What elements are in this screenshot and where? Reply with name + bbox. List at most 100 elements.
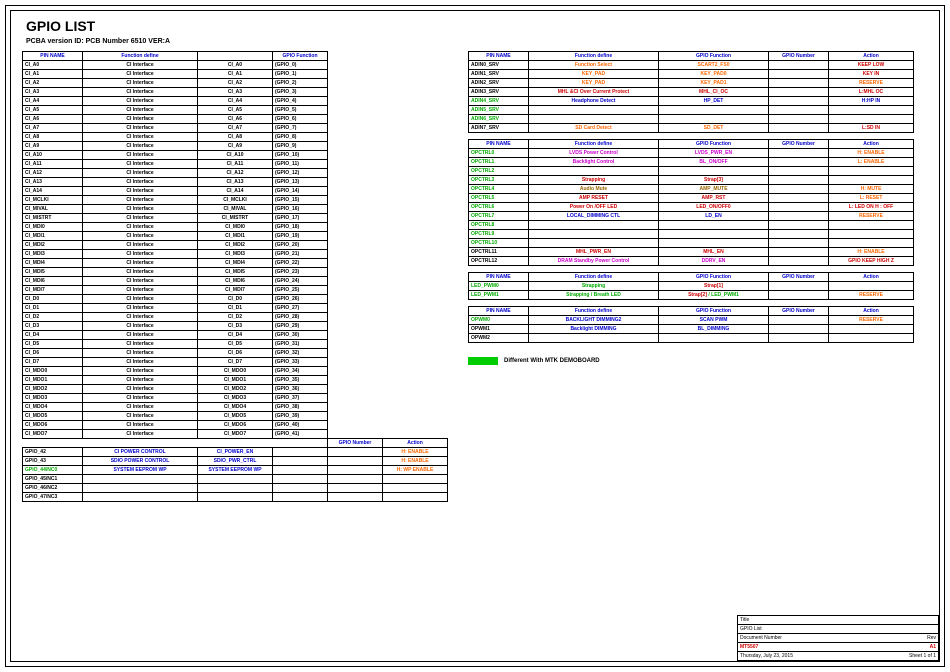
table-cell: GPIO KEEP HIGH Z: [829, 257, 914, 266]
table-cell: OPWM0: [469, 316, 529, 325]
table-cell: CI_A7: [198, 124, 273, 133]
table-cell: [769, 158, 829, 167]
table-row: CI_MDI6CI InterfaceCI_MDI6(GPIO_24): [23, 277, 448, 286]
table-cell: CI Interface: [83, 259, 198, 268]
table-cell: H: WP ENABLE: [383, 466, 448, 475]
table-cell: H: MUTE: [829, 185, 914, 194]
table-cell: (GPIO_28): [273, 313, 328, 322]
table-cell: (GPIO_40): [273, 421, 328, 430]
table-cell: KEY_PAD: [529, 79, 659, 88]
table-cell: [769, 79, 829, 88]
table-row: CI_A0CI InterfaceCI_A0(GPIO_0): [23, 61, 448, 70]
table-cell: CI Interface: [83, 295, 198, 304]
table-cell: AMP_MUTE: [659, 185, 769, 194]
table-cell: CI Interface: [83, 250, 198, 259]
left-table-header: PIN NAME: [23, 52, 83, 61]
table-cell: [769, 291, 829, 300]
right-table-header: PIN NAME: [469, 273, 529, 282]
table-cell: [769, 106, 829, 115]
table-cell: [198, 493, 273, 502]
table-cell: (GPIO_30): [273, 331, 328, 340]
table-cell: CI_MIVAL: [23, 205, 83, 214]
table-row: CI_A12CI InterfaceCI_A12(GPIO_12): [23, 169, 448, 178]
table-cell: [769, 282, 829, 291]
table-cell: CI_MDI7: [23, 286, 83, 295]
table-cell: Strapping: [529, 176, 659, 185]
table-cell: CI_A2: [198, 79, 273, 88]
table-row: CI_D1CI InterfaceCI_D1(GPIO_27): [23, 304, 448, 313]
table-cell: CI Interface: [83, 70, 198, 79]
table-cell: L: ENABLE: [829, 158, 914, 167]
table-cell: (GPIO_35): [273, 376, 328, 385]
table-cell: CI_MCLKI: [23, 196, 83, 205]
table-cell: CI_A14: [23, 187, 83, 196]
table-cell: RESERVE: [829, 316, 914, 325]
table-cell: CI_D4: [198, 331, 273, 340]
table-cell: BL_DIMMING: [659, 325, 769, 334]
table-cell: CI_MDI6: [198, 277, 273, 286]
table-cell: GPIO_45/NC1: [23, 475, 83, 484]
table-cell: [769, 203, 829, 212]
table-cell: [829, 115, 914, 124]
table-cell: (GPIO_32): [273, 349, 328, 358]
table-cell: CI_MDI0: [23, 223, 83, 232]
tb-sheet: Sheet 1 of 1: [909, 653, 936, 659]
table-cell: CI Interface: [83, 331, 198, 340]
table-cell: (GPIO_12): [273, 169, 328, 178]
table-cell: CI Interface: [83, 241, 198, 250]
table-cell: [769, 149, 829, 158]
table-cell: [383, 475, 448, 484]
right-table-header: PIN NAME: [469, 52, 529, 61]
table-cell: (GPIO_3): [273, 88, 328, 97]
table-cell: LVDS_PWR_EN: [659, 149, 769, 158]
table-cell: [769, 325, 829, 334]
table-cell: GPIO_46/NC2: [23, 484, 83, 493]
table-cell: [83, 493, 198, 502]
table-row: GPIO_44/NC0SYSTEM EEPROM WPSYSTEM EEPROM…: [23, 466, 448, 475]
table-cell: CI_A1: [23, 70, 83, 79]
table-cell: SYSTEM EEPROM WP: [198, 466, 273, 475]
table-row: OPCTRL0LVDS Power ControlLVDS_PWR_ENH: E…: [469, 149, 914, 158]
table-cell: [198, 484, 273, 493]
table-row: CI_A7CI InterfaceCI_A7(GPIO_7): [23, 124, 448, 133]
table-cell: [198, 475, 273, 484]
table-row: CI_MDI4CI InterfaceCI_MDI4(GPIO_22): [23, 259, 448, 268]
table-cell: Strap[2] / LED_PWM1: [659, 291, 769, 300]
table-cell: [659, 221, 769, 230]
table-cell: LVDS Power Control: [529, 149, 659, 158]
table-cell: SCAN PWM: [659, 316, 769, 325]
table-cell: [769, 239, 829, 248]
table-cell: CI_A9: [198, 142, 273, 151]
table-row: GPIO_43SDIO POWER CONTROLSDIO_PWR_CTRLH:…: [23, 457, 448, 466]
table-row: CI_MDI7CI InterfaceCI_MDI7(GPIO_25): [23, 286, 448, 295]
table-row: CI_MDI3CI InterfaceCI_MDI3(GPIO_21): [23, 250, 448, 259]
tb-rev: A1: [930, 644, 936, 650]
table-cell: CI_MIVAL: [198, 205, 273, 214]
table-row: CI_MDO2CI InterfaceCI_MDO2(GPIO_36): [23, 385, 448, 394]
table-cell: [529, 167, 659, 176]
table-cell: CI_A8: [198, 133, 273, 142]
page-title: GPIO LIST: [26, 18, 938, 34]
table-cell: [529, 239, 659, 248]
table-row: CI_A11CI InterfaceCI_A11(GPIO_11): [23, 160, 448, 169]
table-cell: CI Interface: [83, 187, 198, 196]
table-row: ADIN4_SRVHeadphone DetectHP_DETH:HP IN: [469, 97, 914, 106]
table-cell: [769, 334, 829, 343]
table-cell: CI_MISTRT: [198, 214, 273, 223]
table-cell: (GPIO_21): [273, 250, 328, 259]
table-row: CI_MDO1CI InterfaceCI_MDO1(GPIO_35): [23, 376, 448, 385]
table-cell: [829, 239, 914, 248]
table-row: CI_D6CI InterfaceCI_D6(GPIO_32): [23, 349, 448, 358]
table-row: CI_D7CI InterfaceCI_D7(GPIO_33): [23, 358, 448, 367]
table-cell: [383, 493, 448, 502]
table-cell: [328, 448, 383, 457]
table-cell: CI Interface: [83, 286, 198, 295]
table-row: CI_A3CI InterfaceCI_A3(GPIO_3): [23, 88, 448, 97]
table-cell: (GPIO_34): [273, 367, 328, 376]
table-cell: [769, 185, 829, 194]
right-table-header: Action: [829, 140, 914, 149]
schematic-sheet: GPIO LIST PCBA version ID: PCB Number 65…: [5, 5, 945, 667]
table-row: CI_A4CI InterfaceCI_A4(GPIO_4): [23, 97, 448, 106]
table-row: OPCTRL7LOCAL_DIMMING CTLLD_ENRESERVE: [469, 212, 914, 221]
table-cell: KEY_PAD: [529, 70, 659, 79]
